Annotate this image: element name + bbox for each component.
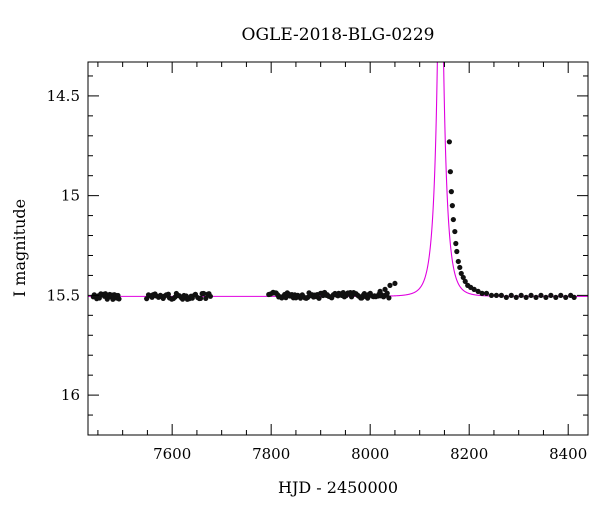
data-point — [386, 295, 392, 301]
data-point — [475, 288, 481, 294]
x-axis-label: HJD - 2450000 — [278, 478, 398, 497]
data-point — [283, 295, 289, 301]
data-point — [523, 294, 529, 300]
data-point — [462, 278, 468, 285]
data-point — [144, 296, 150, 302]
chart-title: OGLE-2018-BLG-0229 — [242, 25, 435, 45]
plot-frame — [87, 61, 589, 436]
data-point — [455, 258, 461, 265]
data-point — [448, 189, 454, 195]
data-point — [558, 292, 564, 298]
data-point — [488, 292, 495, 298]
data-points — [90, 139, 577, 302]
x-tick-label: 8400 — [549, 445, 587, 463]
data-point — [479, 290, 485, 296]
y-tick-label: 15 — [61, 187, 80, 205]
data-point — [553, 294, 559, 300]
data-point — [503, 294, 509, 300]
data-point — [454, 248, 460, 255]
data-point — [197, 295, 204, 301]
data-point — [453, 240, 459, 247]
data-point — [207, 293, 213, 299]
data-point — [548, 292, 554, 298]
data-point — [483, 290, 490, 296]
data-point — [460, 274, 466, 281]
x-tick-label: 8000 — [351, 445, 389, 463]
y-axis-label: I magnitude — [10, 199, 29, 297]
data-point — [528, 292, 534, 298]
data-point — [563, 294, 569, 300]
data-point — [508, 292, 514, 298]
data-point — [203, 295, 209, 301]
data-point — [452, 228, 458, 235]
data-point — [458, 270, 464, 277]
data-point — [471, 286, 477, 292]
data-point — [498, 292, 504, 298]
data-point — [447, 169, 453, 175]
x-tick-label: 7600 — [153, 445, 191, 463]
data-point — [377, 288, 383, 294]
data-point — [543, 294, 549, 300]
data-point — [116, 296, 122, 302]
data-point — [457, 264, 463, 271]
data-point — [533, 294, 539, 300]
data-point — [382, 286, 388, 292]
x-tick-label: 8200 — [450, 445, 488, 463]
data-point — [316, 295, 322, 301]
y-tick-label: 14.5 — [47, 87, 80, 105]
data-point — [513, 294, 519, 300]
data-point — [571, 294, 577, 300]
y-tick-label: 16 — [61, 386, 80, 404]
data-point — [538, 292, 544, 298]
data-point — [387, 282, 393, 288]
x-tick-label: 7800 — [252, 445, 290, 463]
data-point — [449, 203, 455, 209]
data-point — [392, 280, 398, 287]
data-point — [384, 290, 390, 296]
y-tick-label: 15.5 — [47, 286, 80, 304]
data-point — [201, 290, 207, 297]
data-point — [493, 292, 500, 298]
data-point — [446, 139, 452, 145]
data-point — [450, 216, 456, 223]
axis-ticks — [88, 62, 588, 436]
data-point — [518, 292, 524, 298]
